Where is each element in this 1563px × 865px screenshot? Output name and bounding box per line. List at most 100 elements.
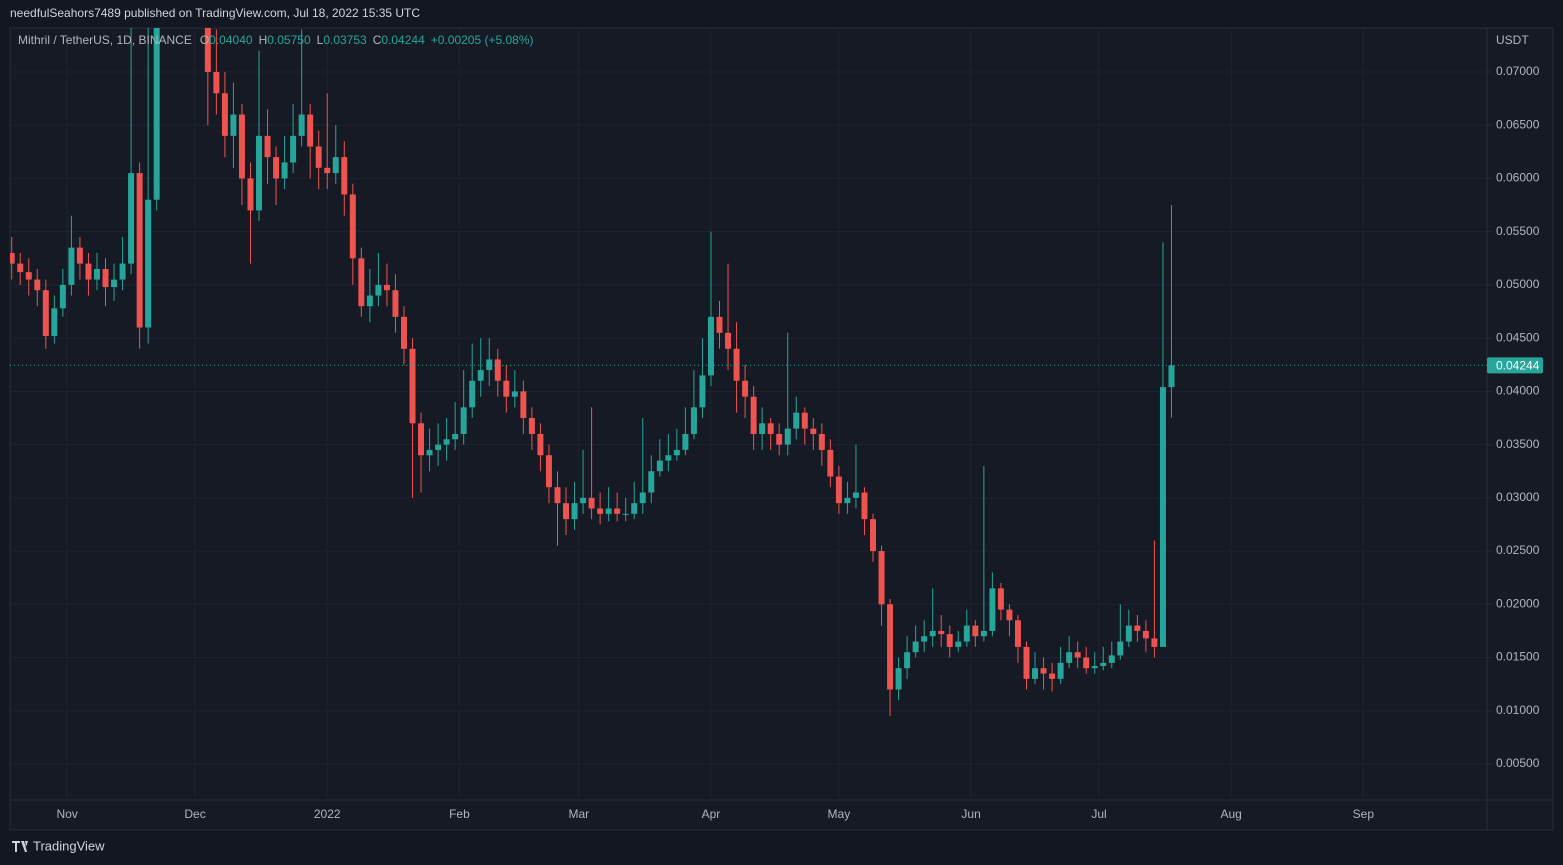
- candle-body: [614, 508, 621, 514]
- candle-body: [520, 391, 527, 418]
- candle-body: [1014, 620, 1021, 647]
- candle-body: [324, 167, 331, 174]
- candle-body: [554, 487, 561, 504]
- candle-body: [1083, 657, 1090, 669]
- candle-body: [111, 279, 118, 288]
- candle-body: [392, 290, 399, 317]
- candle-body: [1091, 666, 1098, 669]
- candle-body: [631, 503, 638, 514]
- candle-body: [145, 199, 152, 328]
- candle-body: [1066, 652, 1073, 663]
- candle-body: [204, 28, 211, 72]
- last-price-badge: [1487, 357, 1543, 374]
- x-tick-label: Jun: [961, 807, 980, 821]
- candle-body: [93, 268, 100, 280]
- candle-body: [256, 135, 262, 211]
- candle-body: [895, 668, 902, 690]
- candle-body: [68, 247, 75, 285]
- candle-body: [639, 492, 646, 504]
- candle-body: [85, 263, 92, 280]
- candle-body: [221, 93, 228, 136]
- candle-body: [400, 316, 407, 349]
- candle-body: [844, 497, 851, 504]
- legend: Mithril / TetherUS, 1D, BINANCE O0.04040 H…: [18, 33, 534, 47]
- candle-body: [904, 652, 911, 669]
- logo-mark: [12, 841, 28, 852]
- candle-body: [1168, 365, 1175, 388]
- x-tick-label: Aug: [1220, 807, 1241, 821]
- ohlc-value: 0.04244: [381, 33, 425, 47]
- candle-body: [1074, 652, 1081, 658]
- candle-body: [852, 492, 859, 498]
- candle-body: [827, 449, 834, 477]
- candle-body: [622, 513, 629, 515]
- candle-body: [605, 508, 612, 514]
- candle-body: [76, 247, 83, 264]
- candle-body: [1159, 387, 1166, 647]
- candle-body: [366, 295, 373, 307]
- candle-body: [1151, 638, 1158, 647]
- candle-body: [1125, 625, 1132, 642]
- candle-body: [929, 630, 936, 637]
- candle-body: [153, 28, 160, 200]
- candle-body: [716, 316, 723, 333]
- candle-body: [315, 146, 322, 168]
- candle-body: [665, 455, 672, 461]
- candle-body: [835, 476, 842, 504]
- y-tick-label: 0.05000: [1496, 277, 1540, 291]
- candle-body: [767, 423, 774, 434]
- x-tick-label: Dec: [184, 807, 205, 821]
- candle-body: [10, 252, 15, 264]
- y-tick-label: 0.03000: [1496, 490, 1540, 504]
- candle-body: [656, 460, 663, 472]
- candle-body: [460, 407, 467, 434]
- candle-body: [989, 588, 996, 631]
- candle-body: [682, 433, 689, 450]
- y-tick-label: 0.07000: [1496, 64, 1540, 78]
- candle-body: [511, 391, 518, 397]
- candle-body: [102, 268, 109, 288]
- ohlc-key: C: [373, 33, 382, 47]
- candle-body: [801, 412, 808, 429]
- candle-body: [25, 272, 32, 280]
- candle-body: [545, 455, 552, 488]
- last-price-label: 0.04244: [1496, 359, 1540, 373]
- candle-body: [1100, 662, 1107, 667]
- brand: TradingView: [33, 838, 105, 853]
- candle-body: [1134, 625, 1141, 631]
- ohlc-key: O: [200, 33, 209, 47]
- candle-body: [759, 423, 766, 434]
- candle-body: [980, 630, 987, 637]
- y-tick-label: 0.02000: [1496, 596, 1540, 610]
- x-tick-label: May: [828, 807, 851, 821]
- logo: TradingView: [12, 838, 105, 853]
- candle-body: [34, 279, 41, 291]
- candle-body: [1108, 655, 1115, 663]
- candle-body: [972, 625, 979, 637]
- candle-body: [426, 449, 433, 456]
- candle-body: [136, 173, 143, 328]
- candle-body: [921, 636, 928, 642]
- candle-body: [469, 380, 476, 408]
- candle-body: [1023, 646, 1030, 679]
- candle-body: [784, 428, 791, 445]
- candle-body: [307, 114, 314, 147]
- candle-body: [59, 284, 66, 309]
- candle-body: [912, 641, 919, 653]
- candle-body: [887, 604, 894, 690]
- candle-body: [51, 308, 58, 337]
- candle-body: [494, 359, 501, 381]
- candle-body: [810, 428, 817, 434]
- x-tick-label: Mar: [568, 807, 589, 821]
- candle-body: [477, 370, 484, 381]
- x-tick-label: Nov: [56, 807, 77, 821]
- candle-body: [332, 157, 339, 174]
- y-tick-label: 0.06000: [1496, 171, 1540, 185]
- candle-body: [793, 412, 800, 429]
- y-tick-label: 0.00500: [1496, 756, 1540, 770]
- candle-body: [238, 114, 245, 179]
- candle-body: [409, 348, 416, 424]
- candle-body: [443, 439, 450, 445]
- candle-body: [938, 630, 945, 635]
